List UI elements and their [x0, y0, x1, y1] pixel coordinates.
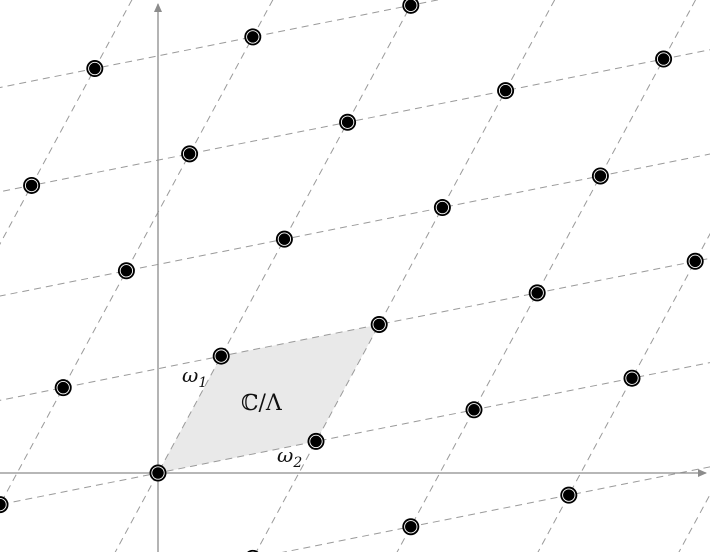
lattice-point: [370, 315, 388, 333]
lattice-point: [86, 60, 104, 78]
axes: [0, 3, 707, 552]
fundamental-domain-layer: [158, 324, 380, 473]
grid-line-omega1-direction: [678, 493, 710, 552]
grid-line-omega2-direction: [281, 466, 710, 552]
lattice-point: [247, 549, 259, 552]
grid-line-omega2-direction: [0, 508, 710, 552]
grid-line-omega1-direction: [316, 0, 710, 552]
lattice-point: [433, 199, 451, 217]
grid-line-omega2-direction: [0, 0, 710, 87]
grid-line-omega2-direction: [0, 391, 710, 552]
lattice-point: [402, 518, 420, 536]
lattice-point: [497, 82, 515, 100]
lattice-point: [275, 230, 293, 248]
grid-line-omega1-direction: [0, 0, 274, 506]
fundamental-domain: [158, 324, 380, 473]
grid-line-omega2-direction: [0, 257, 710, 401]
lattice-point: [244, 28, 262, 46]
lattice-point: [528, 284, 546, 302]
grid-line-omega1-direction: [0, 0, 133, 245]
omega2-label: ω2: [277, 443, 302, 471]
lattice-point: [54, 379, 72, 397]
lattice-point: [307, 432, 325, 450]
lattice-point: [402, 0, 420, 14]
lattice-point: [149, 464, 167, 482]
lattice-point: [117, 262, 135, 280]
quotient-label: ℂ/Λ: [241, 391, 283, 416]
lattice-point: [23, 176, 41, 194]
lattice-point: [560, 486, 578, 504]
omega1-label: ω1: [182, 363, 207, 391]
lattice-point: [212, 347, 230, 365]
grid-line-omega1-direction: [474, 0, 710, 552]
lattice-point: [465, 401, 483, 419]
lattice-point: [623, 369, 641, 387]
lattice-point: [591, 167, 609, 185]
lattice-point: [686, 252, 704, 270]
grid-line-omega2-direction: [0, 0, 440, 88]
lattice-point: [655, 50, 673, 68]
lattice-point: [339, 113, 357, 131]
lattice-point: [181, 145, 199, 163]
lattice-point: [0, 496, 9, 514]
